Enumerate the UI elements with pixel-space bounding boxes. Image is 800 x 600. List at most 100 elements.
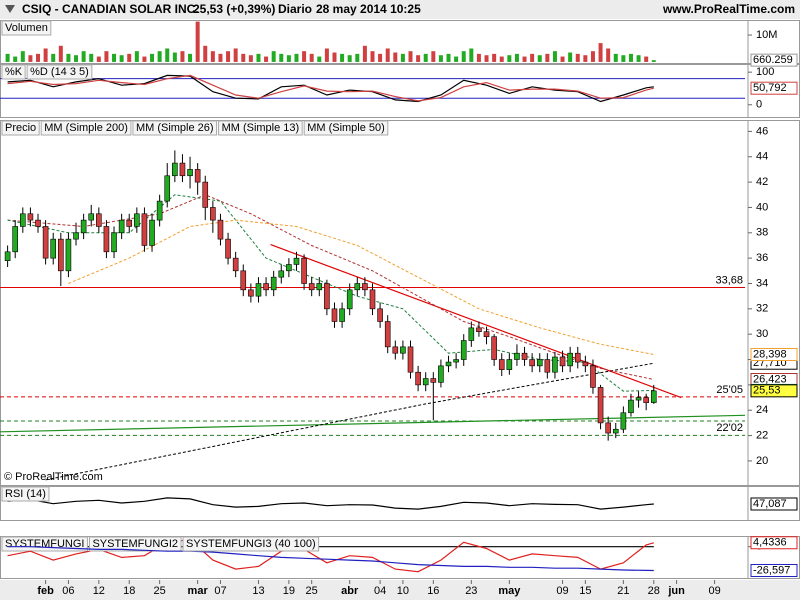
moving-average [68, 219, 654, 355]
legend-box [1, 64, 26, 80]
volume-bar [621, 55, 626, 62]
candle-body [50, 238, 57, 259]
volume-bar [13, 56, 18, 62]
volume-bar [598, 43, 603, 62]
legend-box [1, 20, 52, 36]
candle-body [118, 219, 125, 234]
panel [0, 486, 800, 521]
volume-bar [58, 45, 63, 62]
x-tick-label: 23 [465, 585, 477, 597]
legend-entry: MM (Simple 26) [136, 122, 214, 134]
x-tick-label: 25 [306, 585, 318, 597]
legend-entry: MM (Simple 13) [222, 122, 300, 134]
candle-body [491, 336, 497, 360]
candle-body [643, 397, 649, 403]
level-label: 25'05 [716, 384, 743, 396]
y-tick-label: 34 [756, 277, 768, 289]
volume-bar [461, 51, 466, 62]
legend-box [303, 120, 389, 136]
x-tick-label: 09 [708, 585, 720, 597]
candle-body [240, 270, 247, 291]
candle-body [202, 181, 209, 208]
y-tick-label: 20 [756, 455, 768, 467]
candle-body [103, 226, 110, 253]
volume-bar [393, 52, 398, 62]
symbol: CSIQ - CANADIAN SOLAR INC. [22, 2, 199, 16]
candle-body [628, 399, 634, 414]
volume-bar [203, 45, 208, 62]
last-value-box [750, 81, 798, 95]
volume-bar [89, 53, 94, 62]
candle-body [172, 162, 178, 177]
volume-bar [560, 56, 565, 62]
volume-bar [628, 53, 633, 62]
volume-bar [241, 53, 246, 62]
candle-body [232, 257, 239, 272]
volume-bar [142, 56, 147, 62]
volume-bar [256, 53, 261, 62]
menu-arrow[interactable] [5, 5, 15, 13]
volume-bar [324, 48, 329, 62]
candle-body [392, 346, 399, 354]
volume-bar [347, 55, 352, 62]
candle-body [35, 219, 41, 227]
candle-body [217, 219, 224, 240]
credit: © ProRealTime.com [4, 471, 103, 483]
x-tick-label: 28 [648, 585, 660, 597]
volume-bar [423, 53, 428, 62]
volume-bar [165, 48, 170, 62]
site: www.ProRealTime.com [662, 2, 795, 16]
candle-body [134, 213, 140, 227]
candle-body [141, 213, 148, 246]
last-value-box [750, 563, 798, 577]
legend-entry: MM (Simple 50) [307, 122, 385, 134]
volume-bar [66, 53, 71, 62]
candle-body [650, 390, 657, 403]
volume-bar [96, 56, 101, 62]
candle-body [369, 289, 376, 310]
candle-body [339, 308, 345, 322]
x-tick-label: 18 [123, 585, 135, 597]
candle-body [27, 213, 34, 221]
volume-bar [530, 53, 535, 62]
volume-bar [74, 55, 79, 62]
legend-entry: %D (14 3 5) [30, 66, 89, 78]
legend-box [132, 120, 218, 136]
y-tick-label: 0 [756, 99, 762, 111]
volume-bar [317, 56, 322, 62]
candle-body [567, 352, 573, 367]
volume-bar [332, 52, 337, 62]
volume-bar [226, 51, 231, 62]
header-bar [0, 0, 800, 19]
volume-bar [537, 55, 542, 62]
y-tick-label: 30 [756, 328, 768, 340]
volume-bar [20, 51, 25, 62]
volume-bar [545, 53, 550, 62]
candle-body [80, 219, 87, 234]
candle-body [301, 257, 307, 284]
trend-line [270, 244, 682, 399]
candle-body [400, 346, 406, 354]
legend-box [40, 120, 132, 136]
candle-body [460, 340, 467, 360]
candle-body [506, 359, 513, 370]
candle-body [521, 352, 528, 360]
legend-entry: %K [5, 66, 23, 78]
candle-body [88, 213, 95, 221]
candle-body [445, 361, 452, 367]
candle-body [248, 289, 254, 297]
indicator-line [7, 546, 654, 572]
x-tick-label: abr [341, 585, 359, 597]
candle-body [270, 276, 277, 291]
volume-bar [568, 52, 573, 62]
candle-body [316, 283, 323, 291]
candle-body [377, 308, 383, 322]
candle-body [20, 213, 26, 227]
legend-entry: Precio [5, 122, 36, 134]
legend-entry: Volumen [5, 22, 48, 34]
x-tick-label: 25 [154, 585, 166, 597]
legend-box [1, 486, 50, 502]
candle-body [438, 365, 444, 383]
volume-bar [233, 48, 238, 62]
